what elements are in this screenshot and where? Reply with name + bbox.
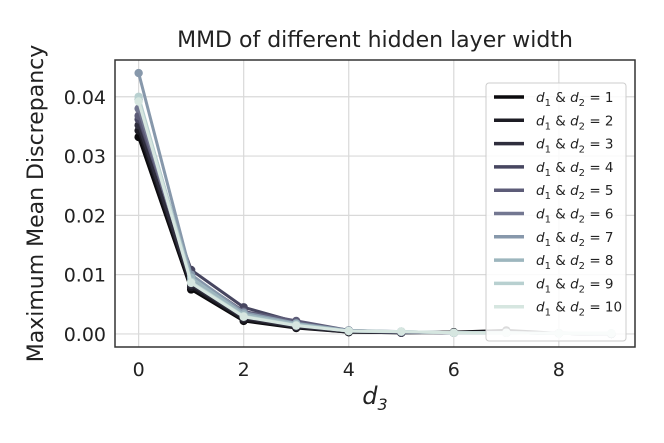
y-tick-label: 0.00 <box>64 324 106 346</box>
legend-label: d1 & d2 = 3 <box>536 137 614 156</box>
x-tick-label: 4 <box>343 359 355 381</box>
data-point <box>239 312 248 321</box>
x-axis-label-sub: 3 <box>378 395 388 414</box>
tick-labels: 0 2 4 6 8 0.00 0.01 0.02 0.03 0.04 <box>64 87 565 381</box>
y-tick-label: 0.01 <box>64 265 106 287</box>
legend-label: d1 & d2 = 1 <box>536 90 614 109</box>
legend-item: d1 & d2 = 4 <box>494 160 614 179</box>
legend-label: d1 & d2 = 10 <box>536 300 622 319</box>
legend-label: d1 & d2 = 5 <box>536 183 614 202</box>
x-tick-label: 0 <box>133 359 145 381</box>
x-axis-label-base: d <box>362 382 378 410</box>
x-tick-label: 2 <box>238 359 250 381</box>
legend-item: d1 & d2 = 8 <box>494 253 614 272</box>
data-point <box>134 68 143 78</box>
data-point <box>292 321 301 330</box>
legend-item: d1 & d2 = 2 <box>494 113 614 132</box>
legend-label: d1 & d2 = 7 <box>536 230 614 249</box>
legend-item: d1 & d2 = 3 <box>494 137 614 156</box>
legend-box <box>485 82 627 342</box>
data-point <box>186 278 196 288</box>
legend-item: d1 & d2 = 9 <box>494 276 614 295</box>
plot-frame <box>114 59 636 348</box>
y-tick-label: 0.03 <box>64 146 106 168</box>
legend-label: d1 & d2 = 6 <box>536 207 614 226</box>
x-axis-label: d3 <box>362 382 387 414</box>
chart-title: MMD of different hidden layer width <box>177 28 573 53</box>
y-tick-label: 0.02 <box>64 205 106 227</box>
x-tick-label: 6 <box>448 359 460 381</box>
x-tick-label: 8 <box>553 359 565 381</box>
y-tick-label: 0.04 <box>64 87 106 109</box>
legend-item: d1 & d2 = 7 <box>494 230 614 249</box>
legend-item: d1 & d2 = 6 <box>494 207 614 226</box>
legend-label: d1 & d2 = 4 <box>536 160 614 179</box>
legend-label: d1 & d2 = 9 <box>536 276 614 295</box>
data-point <box>134 97 143 106</box>
legend-item: d1 & d2 = 10 <box>494 300 622 319</box>
legend-item: d1 & d2 = 5 <box>494 183 614 202</box>
legend-label: d1 & d2 = 8 <box>536 253 614 272</box>
legend-label: d1 & d2 = 2 <box>536 113 614 132</box>
y-axis-label: Maximum Mean Discrepancy <box>24 45 49 363</box>
legend-item: d1 & d2 = 1 <box>494 90 614 109</box>
data-point <box>397 327 406 336</box>
legend: d1 & d2 = 1 d1 & d2 = 2 d1 & d2 = 3 d1 & d2… <box>485 82 627 342</box>
data-point <box>449 328 458 337</box>
data-point <box>344 326 353 336</box>
